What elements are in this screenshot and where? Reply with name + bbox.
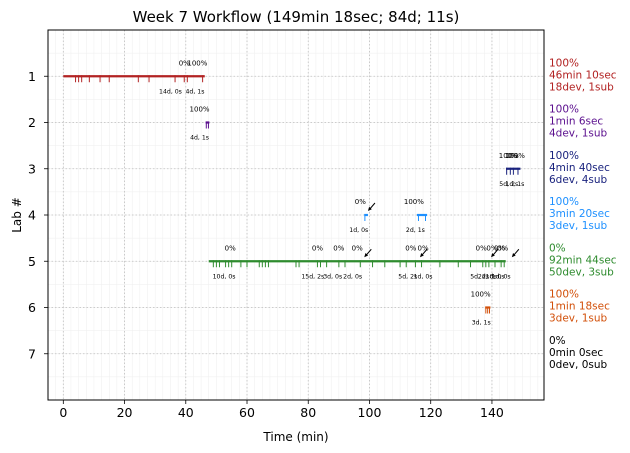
lab-5-detail-label: 3d, 0s — [323, 273, 342, 280]
lab-5-detail-label: 5d, 2s — [398, 273, 417, 280]
lab-5-arrowhead — [491, 253, 495, 258]
lab-7-summary-line: 0min 0sec — [549, 347, 603, 359]
lab-3-detail-label: 5d, 2s — [499, 181, 518, 188]
lab-3-percent-label: 100% — [505, 152, 525, 160]
lab-1-summary-line: 100% — [549, 57, 579, 69]
lab-5-detail-label: 15d, 2s — [301, 273, 324, 280]
lab-5-arrowhead — [420, 253, 424, 258]
y-tick-label: 3 — [28, 161, 36, 176]
lab-5-detail-label: 2d, 0s — [343, 273, 362, 280]
lab-5-percent-label: 0% — [352, 244, 363, 252]
chart-title: Week 7 Workflow (149min 18sec; 84d; 11s) — [133, 8, 460, 26]
lab-5-percent-label: 0% — [405, 244, 416, 252]
x-tick-label: 120 — [419, 405, 443, 420]
lab-5-percent-label: 0% — [486, 244, 497, 252]
x-tick-label: 60 — [239, 405, 255, 420]
lab-4-percent-label: 0% — [355, 198, 366, 206]
lab-4-arrowhead — [367, 206, 372, 211]
x-axis-label: Time (min) — [262, 430, 328, 444]
x-tick-label: 0 — [59, 405, 67, 420]
lab-5-arrowhead — [364, 253, 369, 258]
lab-5-percent-label: 0% — [333, 244, 344, 252]
lab-4-summary-line: 100% — [549, 196, 579, 208]
lab-4-summary-line: 3min 20sec — [549, 208, 610, 220]
lab-2-percent-label: 100% — [190, 106, 210, 114]
y-tick-label: 1 — [28, 69, 36, 84]
lab-5-percent-label: 0% — [497, 244, 508, 252]
x-tick-label: 40 — [178, 405, 194, 420]
lab-6-summary-line: 100% — [549, 289, 579, 301]
y-tick-label: 6 — [28, 300, 36, 315]
lab-5-detail-label: 1d, 0s — [492, 273, 511, 280]
lab-3-percent-label: 100% — [499, 152, 519, 160]
lab-5-detail-label: 2d, 0s — [478, 273, 497, 280]
lab-5-percent-label: 0% — [418, 244, 429, 252]
x-tick-label: 100 — [358, 405, 382, 420]
lab-1-detail-label: 14d, 0s — [159, 88, 182, 95]
lab-4-detail-label: 1d, 0s — [349, 227, 368, 234]
lab-3-percent-label: 0% — [506, 152, 517, 160]
lab-5-detail-label: 1d, 0s — [486, 273, 505, 280]
lab-3-detail-label: 1d, 1s — [505, 181, 524, 188]
lab-7-summary-line: 0% — [549, 335, 566, 347]
lab-5-detail-label: 5d, 2s — [470, 273, 489, 280]
lab-5-arrowhead — [511, 253, 516, 258]
lab-1-summary-line: 46min 10sec — [549, 69, 617, 81]
lab-5-summary-line: 0% — [549, 242, 566, 254]
y-tick-label: 5 — [28, 254, 36, 269]
lab-1-summary-line: 18dev, 1sub — [549, 81, 614, 93]
y-axis-label: Lab # — [10, 197, 24, 233]
lab-2-detail-label: 4d, 1s — [190, 135, 209, 142]
lab-3-summary-line: 100% — [549, 150, 579, 162]
lab-6-summary-line: 1min 18sec — [549, 301, 610, 313]
lab-5-detail-label: 1d, 0s — [414, 273, 433, 280]
lab-6-summary-line: 3dev, 1sub — [549, 313, 608, 325]
lab-5-percent-label: 0% — [312, 244, 323, 252]
lab-2-summary-line: 4dev, 1sub — [549, 128, 608, 140]
lab-5-percent-label: 0% — [225, 244, 236, 252]
lab-1-percent-label: 0% — [179, 59, 190, 67]
lab-5-summary-line: 92min 44sec — [549, 254, 617, 266]
lab-5-detail-label: 10d, 0s — [213, 273, 236, 280]
lab-1-detail-label: 4d, 1s — [185, 88, 204, 95]
lab-1-percent-label: 100% — [187, 59, 207, 67]
lab-5-percent-label: 0% — [494, 244, 505, 252]
lab-3-summary-line: 4min 40sec — [549, 162, 610, 174]
lab-7-summary-line: 0dev, 0sub — [549, 359, 608, 371]
x-tick-label: 140 — [480, 405, 504, 420]
grid — [47, 30, 544, 400]
lab-4-summary-line: 3dev, 1sub — [549, 220, 608, 232]
lab-2-summary-line: 100% — [549, 104, 579, 116]
lab-3-summary-line: 6dev, 4sub — [549, 174, 608, 186]
lab-4-detail-label: 2d, 1s — [406, 227, 425, 234]
y-tick-label: 2 — [28, 115, 36, 130]
lab-2-summary-line: 1min 6sec — [549, 116, 603, 128]
lab-6-detail-label: 3d, 1s — [472, 320, 491, 327]
y-tick-label: 4 — [28, 208, 36, 223]
lab-5-summary-line: 50dev, 3sub — [549, 266, 614, 278]
axes: 0 20 40 60 80 100 120 140 1 2 3 4 5 6 7 — [28, 69, 504, 420]
x-tick-label: 80 — [300, 405, 316, 420]
lab-4-percent-label: 100% — [404, 198, 424, 206]
lab-5-percent-label: 0% — [476, 244, 487, 252]
lab-6-percent-label: 100% — [471, 291, 491, 299]
x-tick-label: 20 — [117, 405, 133, 420]
y-tick-label: 7 — [28, 346, 36, 361]
